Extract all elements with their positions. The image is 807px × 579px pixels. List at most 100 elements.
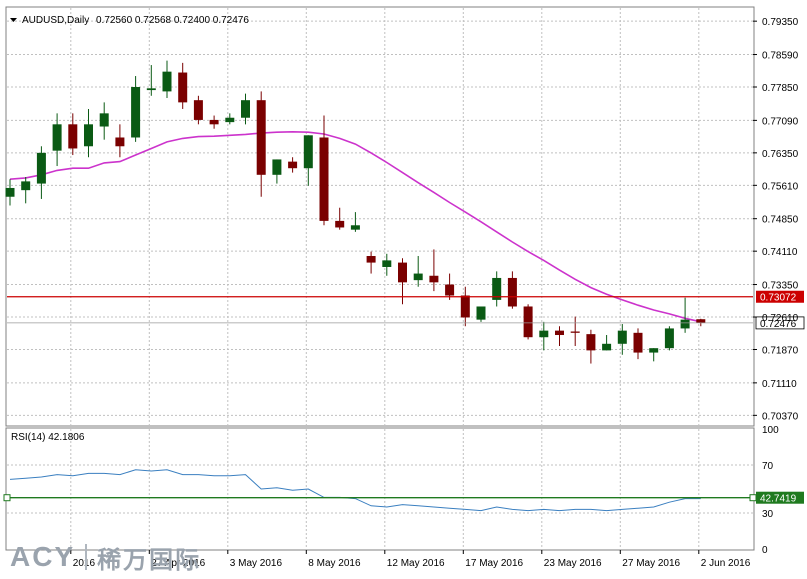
candle-body [193,100,203,120]
date-axis: 2016 27 Apr 2016 3 May 2016 8 May 2016 12 Ma… [70,550,751,569]
rsi-level-tag [756,491,804,504]
candle[interactable] [162,60,172,98]
candle[interactable] [21,176,31,204]
candle-body [288,161,298,169]
candle-body [523,306,533,338]
candle[interactable] [413,256,423,287]
date-tick-label: 2 Jun 2016 [701,558,751,569]
candle[interactable] [586,329,596,364]
logo-cjk: 稀万国际 [97,545,202,574]
candle-body [555,330,564,336]
candle-body [36,152,46,184]
candle[interactable] [256,91,266,197]
rsi-line [9,469,701,512]
candle-body [303,135,313,169]
candle-body [5,187,15,197]
candle[interactable] [649,348,659,362]
candle-body [162,71,172,92]
candle[interactable] [335,207,345,230]
candle[interactable] [303,135,313,186]
candle[interactable] [507,271,517,309]
candle[interactable] [209,115,219,129]
candle[interactable] [523,304,533,340]
candle-body [507,277,517,307]
candle-body [445,284,455,296]
candle[interactable] [429,249,439,292]
candle[interactable] [272,159,282,184]
date-tick-label: 12 May 2016 [387,558,445,569]
candle-body [570,331,580,333]
candle[interactable] [319,115,329,226]
candle[interactable] [241,93,250,125]
candle[interactable] [131,76,141,142]
candle[interactable] [398,258,407,305]
candle[interactable] [382,253,392,276]
candle-body [319,137,329,221]
candle[interactable] [36,146,46,199]
candle[interactable] [225,113,235,125]
candle-body [115,137,125,147]
rsi-level-handle-left[interactable] [3,494,11,502]
candle-body [225,117,235,123]
date-tick-label: 23 May 2016 [544,558,602,569]
ma-line [9,130,701,323]
rsi-tick-label: 0 [762,545,768,556]
rsi-panel-border [5,427,755,551]
candle[interactable] [633,328,643,360]
level-price-tag [756,290,804,303]
candle-body [476,306,486,320]
candle-body [460,295,470,318]
candle[interactable] [476,306,486,322]
candle[interactable] [288,157,298,173]
candle[interactable] [68,113,78,156]
candle[interactable] [445,273,455,300]
candle[interactable] [5,179,15,206]
candle-body [241,100,250,118]
candle[interactable] [664,326,674,351]
price-tick-label: 0.79350 [762,17,799,28]
candle-body [398,262,407,283]
candles[interactable] [5,60,706,364]
rsi-level-tag-label: 42.7419 [760,494,797,505]
candle-body [178,72,188,103]
date-tick-label: 8 May 2016 [308,558,361,569]
candle[interactable] [570,316,580,346]
candle[interactable] [617,324,627,355]
rsi-level-handle-right[interactable] [749,494,757,502]
candle[interactable] [115,124,125,158]
price-axis: 0.79350 0.78590 0.77850 0.77090 0.76350 0.756… [753,17,799,422]
candle[interactable] [99,102,109,140]
candle[interactable] [492,271,502,307]
candle-body [21,181,31,191]
rsi-tick-label: 70 [762,461,774,472]
candle[interactable] [539,321,549,351]
price-tick-label: 0.75610 [762,181,799,192]
acy-logo: ACY 稀万国际 [10,540,201,574]
candle[interactable] [366,251,376,274]
candle[interactable] [602,335,612,351]
price-tick-label: 0.74110 [762,247,798,258]
candle[interactable] [350,212,360,232]
candle-body [664,328,674,349]
candle[interactable] [84,108,93,158]
candle[interactable] [555,326,564,346]
moving-average [9,130,701,323]
price-level-line[interactable]: 0.73072 0.72476 [7,290,805,330]
main-panel-border [5,6,755,427]
price-tick-label: 0.73350 [762,281,799,292]
candle[interactable] [193,95,203,125]
candle-body [539,330,549,338]
candle[interactable] [178,62,188,109]
candle[interactable] [680,297,690,333]
candle-body [68,124,78,149]
candle-body [617,330,627,344]
candle[interactable] [146,65,156,96]
date-tick-label: 2016 [73,558,96,569]
candle-body [350,225,360,230]
candle-body [492,277,502,300]
price-tick-label: 0.78590 [762,51,799,62]
candle[interactable] [52,113,62,167]
chart-menu-triangle-icon[interactable] [10,18,17,22]
candle[interactable] [460,286,470,327]
